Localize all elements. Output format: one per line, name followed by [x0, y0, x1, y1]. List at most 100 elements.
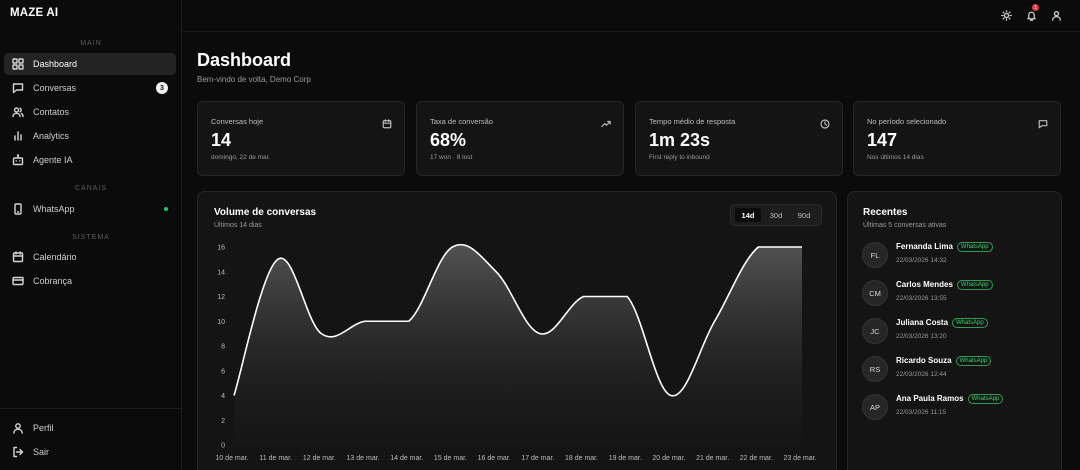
sidebar-item-label: Conversas: [33, 83, 77, 93]
clock-icon: [820, 116, 830, 129]
timestamp: 22/03/2026 13:55: [896, 295, 947, 302]
sidebar-divider: [0, 408, 182, 409]
y-tick-label: 4: [221, 393, 225, 400]
contact-name: Ricardo Souza: [896, 356, 952, 365]
x-tick-label: 13 de mar.: [347, 455, 380, 462]
grid-icon: [12, 58, 24, 70]
avatar: RS: [862, 356, 888, 382]
x-tick-label: 21 de mar.: [696, 455, 729, 462]
stat-label: Conversas hoje: [211, 117, 264, 126]
theme-toggle-sun-icon[interactable]: [999, 8, 1013, 22]
x-tick-label: 18 de mar.: [565, 455, 598, 462]
stat-value: 147: [867, 130, 898, 150]
y-tick-label: 2: [221, 418, 225, 425]
y-tick-label: 10: [217, 319, 225, 326]
y-tick-label: 12: [217, 294, 225, 301]
sidebar-item-analytics[interactable]: Analytics: [4, 125, 176, 147]
stat-card-tempo-resposta: Tempo médio de resposta 1m 23s First rep…: [635, 101, 843, 176]
stat-label: Taxa de conversão: [430, 117, 493, 126]
user-icon: [12, 422, 24, 434]
x-tick-label: 11 de mar.: [259, 455, 292, 462]
channel-badge: WhatsApp: [967, 394, 1004, 404]
sidebar-item-label: Calendário: [33, 252, 77, 262]
notifications-bell-icon[interactable]: 1: [1024, 4, 1039, 22]
sidebar-item-contatos[interactable]: Contatos: [4, 101, 176, 123]
timestamp: 22/03/2026 14:32: [896, 257, 947, 264]
x-tick-label: 19 de mar.: [609, 455, 642, 462]
range-90d-button[interactable]: 90d: [797, 210, 811, 220]
chart-subtitle: Últimos 14 dias: [214, 222, 262, 229]
contact-name: Ana Paula Ramos: [896, 394, 964, 403]
recent-conversations-card: Recentes Últimas 5 conversas ativas FL F…: [847, 191, 1062, 470]
x-tick-label: 17 de mar.: [521, 455, 554, 462]
stat-value: 1m 23s: [649, 130, 711, 150]
recent-item[interactable]: JC Juliana Costa WhatsApp 22/03/2026 13:2…: [862, 317, 1052, 345]
channel-badge: WhatsApp: [955, 356, 992, 366]
range-selector: 14d 30d 90d: [730, 204, 822, 226]
x-tick-label: 12 de mar.: [303, 455, 336, 462]
notification-count-badge: 1: [1032, 4, 1039, 11]
recent-subtitle: Últimas 5 conversas ativas: [863, 222, 947, 229]
recent-name-row: Juliana Costa WhatsApp: [896, 318, 988, 328]
logout-icon: [12, 446, 24, 458]
stat-value: 14: [211, 130, 232, 150]
sidebar-item-label: Agente IA: [33, 155, 73, 165]
stat-subtext: 17 won · 8 lost: [430, 154, 473, 161]
message-icon: [12, 82, 24, 94]
avatar: JC: [862, 318, 888, 344]
sidebar-item-perfil[interactable]: Perfil: [4, 417, 176, 439]
sidebar-item-sair[interactable]: Sair: [4, 441, 176, 463]
chart-card-volume: 0 2 4 6 8 10 12 14 16 10 de mar. 11 de mar. 12 de …: [197, 191, 837, 470]
sidebar-item-label: Dashboard: [33, 59, 78, 69]
sidebar-item-cobranca[interactable]: Cobrança: [4, 270, 176, 292]
recent-name-row: Ricardo Souza WhatsApp: [896, 356, 992, 366]
sidebar-item-whatsapp[interactable]: WhatsApp: [4, 198, 176, 220]
x-tick-label: 20 de mar.: [652, 455, 685, 462]
sidebar-item-dashboard[interactable]: Dashboard: [4, 53, 176, 75]
bot-icon: [12, 154, 24, 166]
stat-label: Tempo médio de resposta: [649, 117, 736, 126]
page-subtitle: Bem-vindo de volta, Demo Corp: [197, 75, 311, 84]
user-menu-icon[interactable]: [1049, 8, 1063, 22]
y-tick-label: 0: [221, 443, 225, 450]
range-14d-button[interactable]: 14d: [735, 208, 761, 222]
y-tick-label: 14: [217, 269, 225, 276]
calendar-icon: [382, 116, 392, 129]
recent-item[interactable]: AP Ana Paula Ramos WhatsApp 22/03/2026 11…: [862, 393, 1052, 421]
page-title: Dashboard: [197, 50, 292, 70]
timestamp: 22/03/2026 13:20: [896, 333, 947, 340]
unread-badge: 3: [156, 82, 168, 94]
x-tick-label: 15 de mar.: [434, 455, 467, 462]
top-bar: 1: [182, 0, 1080, 32]
stat-subtext: domingo, 22 de mar.: [211, 154, 271, 161]
contact-name: Carlos Mendes: [896, 280, 953, 289]
bar-chart-icon: [12, 130, 24, 142]
stat-card-taxa-conversao: Taxa de conversão 68% 17 won · 8 lost: [416, 101, 624, 176]
sidebar-item-label: Analytics: [33, 131, 70, 141]
chart-series-line: [233, 244, 802, 397]
sidebar-item-calendario[interactable]: Calendário: [4, 246, 176, 268]
volume-chart: 0 2 4 6 8 10 12 14 16 10 de mar. 11 de mar. 12 de …: [215, 244, 817, 462]
message-icon: [1038, 116, 1048, 129]
sidebar-item-label: WhatsApp: [33, 204, 75, 214]
range-30d-button[interactable]: 30d: [769, 210, 783, 220]
sidebar-item-conversas[interactable]: Conversas 3: [4, 77, 176, 99]
sidebar: MAZE AI MAIN Dashboard Conversas 3 Conta…: [0, 0, 182, 470]
sidebar-item-label: Sair: [33, 447, 50, 457]
recent-title: Recentes: [863, 207, 908, 218]
y-tick-label: 8: [221, 344, 225, 351]
y-tick-label: 16: [217, 245, 225, 252]
recent-name-row: Ana Paula Ramos WhatsApp: [896, 394, 1004, 404]
brand-logo[interactable]: MAZE AI: [10, 7, 59, 19]
timestamp: 22/03/2026 11:15: [896, 409, 947, 416]
stat-card-periodo-selecionado: No período selecionado 147 Nos últimos 1…: [853, 101, 1061, 176]
sidebar-item-agente-ia[interactable]: Agente IA: [4, 149, 176, 171]
section-label-main: MAIN: [80, 40, 102, 47]
contact-name: Fernanda Lima: [896, 242, 953, 251]
trending-up-icon: [601, 116, 611, 128]
x-tick-label: 14 de mar.: [390, 455, 423, 462]
recent-item[interactable]: CM Carlos Mendes WhatsApp 22/03/2026 13:5…: [862, 279, 1052, 307]
recent-item[interactable]: RS Ricardo Souza WhatsApp 22/03/2026 12:4…: [862, 355, 1052, 383]
recent-item[interactable]: FL Fernanda Lima WhatsApp 22/03/2026 14:3…: [862, 241, 1052, 269]
